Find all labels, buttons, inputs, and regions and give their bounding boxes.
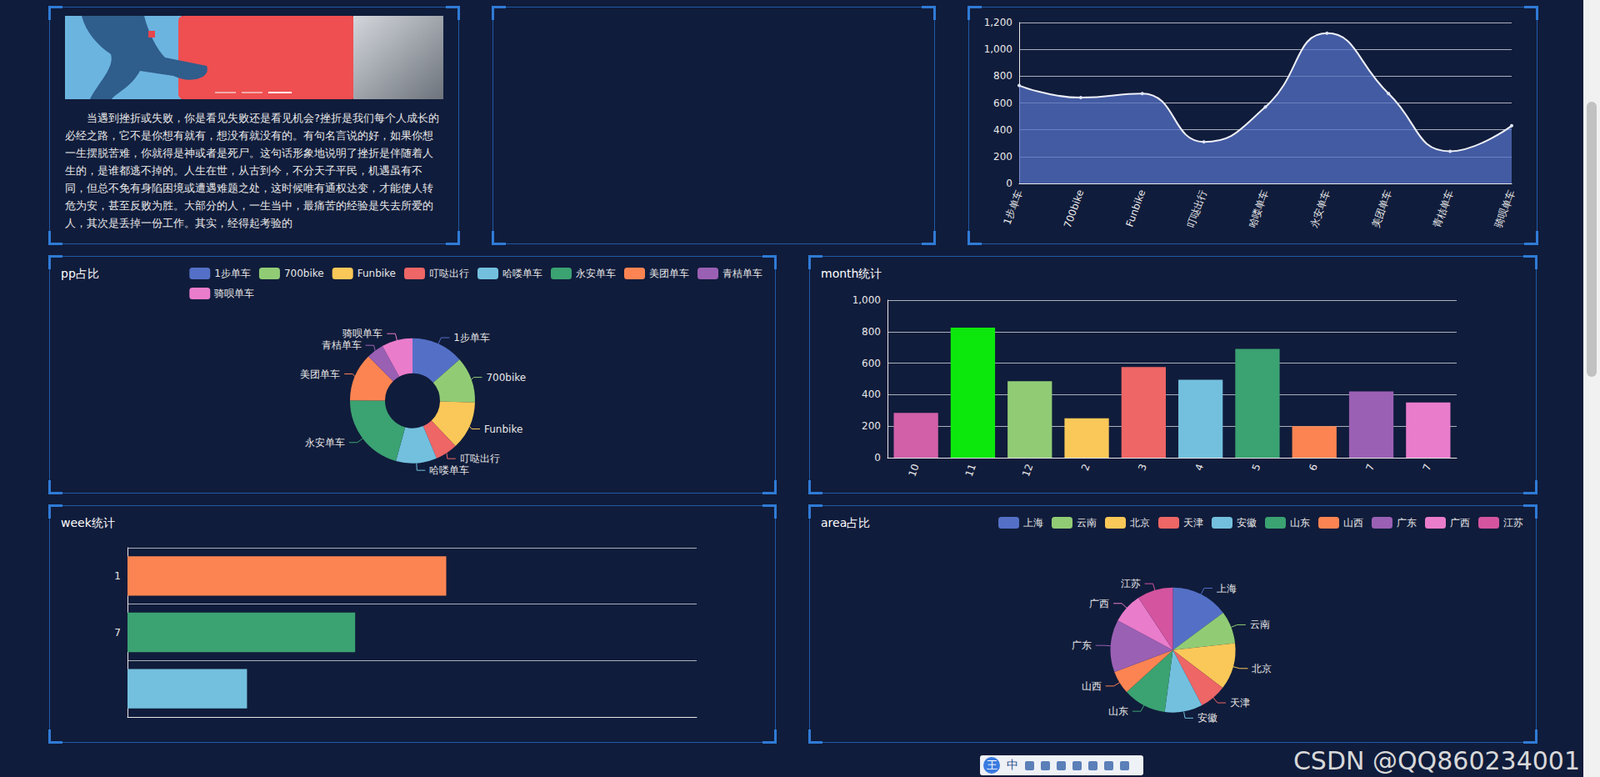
svg-text:广西: 广西 <box>1089 597 1110 610</box>
svg-text:上海: 上海 <box>1216 582 1237 595</box>
svg-text:6: 6 <box>1306 462 1320 473</box>
svg-text:叮哒出行: 叮哒出行 <box>460 452 500 465</box>
svg-text:11: 11 <box>963 462 979 479</box>
svg-text:7: 7 <box>114 626 121 639</box>
svg-text:4: 4 <box>1192 462 1206 473</box>
svg-text:山东: 山东 <box>1290 516 1310 529</box>
svg-text:美团单车: 美团单车 <box>649 267 690 280</box>
svg-text:Funbike: Funbike <box>1123 188 1148 229</box>
svg-text:1: 1 <box>114 570 121 582</box>
svg-text:800: 800 <box>993 70 1013 82</box>
svg-text:安徽: 安徽 <box>1197 711 1218 724</box>
svg-text:1步单车: 1步单车 <box>214 267 251 280</box>
svg-text:山西: 山西 <box>1343 516 1364 529</box>
svg-text:5: 5 <box>1250 462 1264 473</box>
svg-text:云南: 云南 <box>1076 516 1097 529</box>
svg-text:400: 400 <box>861 388 881 400</box>
svg-text:广东: 广东 <box>1396 516 1417 529</box>
svg-text:叮哒出行: 叮哒出行 <box>429 267 470 280</box>
svg-text:山西: 山西 <box>1081 680 1102 692</box>
svg-text:2: 2 <box>1079 462 1093 473</box>
svg-text:永安单车: 永安单车 <box>575 267 616 280</box>
svg-text:骑呗单车: 骑呗单车 <box>342 327 383 340</box>
svg-text:pp占比: pp占比 <box>60 266 100 280</box>
svg-text:600: 600 <box>861 357 881 370</box>
svg-text:10: 10 <box>905 462 921 479</box>
svg-text:天津: 天津 <box>1183 516 1204 529</box>
svg-text:江苏: 江苏 <box>1503 516 1524 529</box>
svg-text:青桔单车: 青桔单车 <box>1430 188 1456 230</box>
svg-text:哈喽单车: 哈喽单车 <box>1246 188 1272 230</box>
svg-text:400: 400 <box>993 124 1013 136</box>
svg-text:北京: 北京 <box>1130 516 1150 529</box>
svg-text:广东: 广东 <box>1071 639 1092 651</box>
svg-text:美团单车: 美团单车 <box>300 368 340 380</box>
html-text:中: 中 <box>1006 757 1019 771</box>
svg-text:骑呗单车: 骑呗单车 <box>1492 188 1518 230</box>
svg-text:青桔单车: 青桔单车 <box>722 267 763 280</box>
svg-text:700bike: 700bike <box>284 267 325 280</box>
svg-text:7: 7 <box>1420 462 1435 473</box>
svg-text:上海: 上海 <box>1023 516 1044 529</box>
html-text:CSDN @QQ860234001: CSDN @QQ860234001 <box>1293 745 1580 775</box>
svg-text:0: 0 <box>874 451 881 464</box>
svg-text:week统计: week统计 <box>60 515 115 530</box>
svg-text:叮哒出行: 叮哒出行 <box>1185 188 1210 230</box>
svg-text:广西: 广西 <box>1450 516 1470 529</box>
svg-text:1步单车: 1步单车 <box>453 331 490 344</box>
svg-text:600: 600 <box>993 97 1013 110</box>
html-text:王: 王 <box>986 758 998 771</box>
svg-text:3: 3 <box>1135 462 1150 473</box>
svg-text:安徽: 安徽 <box>1236 516 1257 529</box>
svg-text:永安单车: 永安单车 <box>305 436 345 449</box>
svg-text:青桔单车: 青桔单车 <box>321 339 362 351</box>
svg-text:200: 200 <box>993 150 1013 163</box>
svg-text:北京: 北京 <box>1251 662 1272 675</box>
svg-text:江苏: 江苏 <box>1120 577 1141 590</box>
svg-text:骑呗单车: 骑呗单车 <box>214 287 255 300</box>
svg-text:200: 200 <box>861 420 881 432</box>
svg-text:1,000: 1,000 <box>852 294 881 306</box>
svg-text:天津: 天津 <box>1230 696 1250 709</box>
svg-text:Funbike: Funbike <box>484 423 523 435</box>
svg-text:700bike: 700bike <box>1061 188 1086 230</box>
svg-text:哈喽单车: 哈喽单车 <box>502 267 543 280</box>
svg-text:1,000: 1,000 <box>984 43 1013 55</box>
svg-text:area占比: area占比 <box>820 515 870 530</box>
svg-text:山东: 山东 <box>1108 705 1129 717</box>
svg-text:7: 7 <box>1363 462 1377 473</box>
svg-text:700bike: 700bike <box>485 371 526 384</box>
svg-text:Funbike: Funbike <box>357 267 396 280</box>
svg-text:12: 12 <box>1020 462 1035 479</box>
svg-text:800: 800 <box>861 325 881 338</box>
html-text:当遇到挫折或失败，你是看见失败还是看见机会?挫折是我们每个人: 当遇到挫折或失败，你是看见失败还是看见机会?挫折是我们每个人成长的必经之路，它不… <box>65 111 440 230</box>
svg-text:1步单车: 1步单车 <box>1001 188 1025 227</box>
svg-text:哈喽单车: 哈喽单车 <box>429 464 470 476</box>
svg-text:美团单车: 美团单车 <box>1369 188 1395 230</box>
svg-text:month统计: month统计 <box>820 266 882 280</box>
svg-text:云南: 云南 <box>1250 618 1270 630</box>
svg-text:1,200: 1,200 <box>984 16 1013 29</box>
svg-text:0: 0 <box>1005 177 1013 190</box>
svg-text:永安单车: 永安单车 <box>1307 188 1333 230</box>
